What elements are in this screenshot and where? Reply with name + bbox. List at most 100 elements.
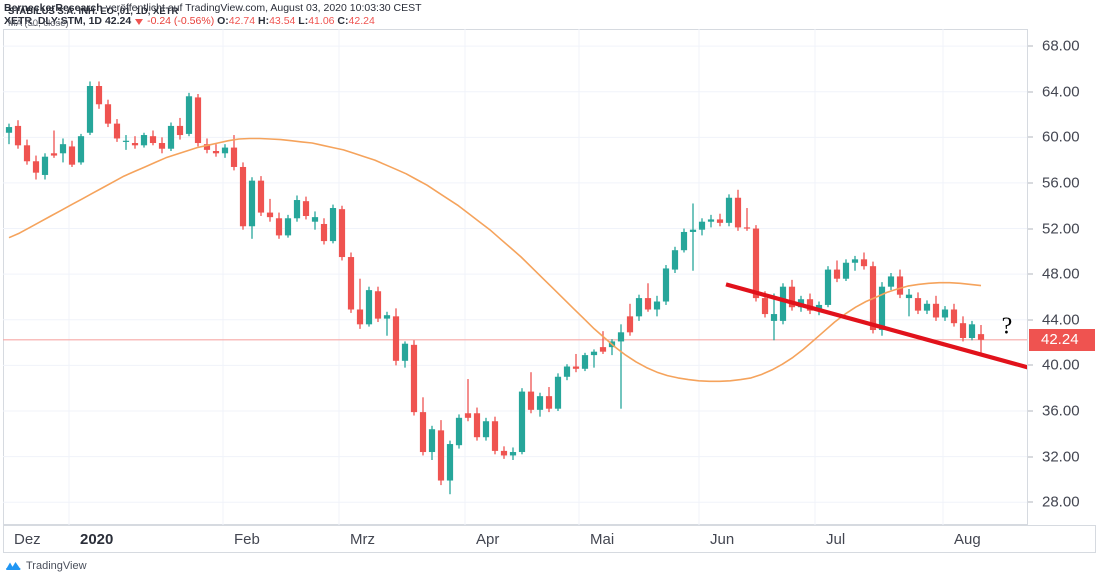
candle-body bbox=[527, 391, 535, 410]
candle-body bbox=[968, 324, 976, 339]
candle-body bbox=[851, 259, 859, 263]
candle-body bbox=[248, 180, 256, 227]
time-axis[interactable]: Dez 2020 Feb Mrz Apr Mai Jun Jul Aug bbox=[3, 525, 1096, 553]
candle-body bbox=[311, 217, 319, 222]
price-axis[interactable]: 68.00 64.00 60.00 56.00 52.00 48.00 44.00 40.00… bbox=[1027, 29, 1096, 525]
candle-body bbox=[95, 86, 103, 105]
candle bbox=[383, 311, 391, 336]
tradingview-attribution[interactable]: TradingView bbox=[6, 557, 87, 575]
price-axis-tick bbox=[1028, 273, 1033, 275]
published-text: veröffentlicht auf TradingView.com, Augu… bbox=[105, 2, 422, 14]
candle-body bbox=[941, 309, 949, 318]
candle bbox=[419, 397, 427, 456]
candle bbox=[806, 293, 814, 315]
candle bbox=[455, 414, 463, 449]
candle bbox=[707, 214, 715, 228]
candle bbox=[932, 295, 940, 321]
candle bbox=[320, 218, 328, 245]
legend-instrument[interactable]: STABILUS S.A. INH. EO-,01, 1D, XETR bbox=[8, 6, 179, 17]
candle-body bbox=[257, 180, 265, 213]
candle-body bbox=[113, 123, 121, 139]
candle-body bbox=[896, 276, 904, 295]
candle bbox=[86, 81, 94, 136]
candle-body bbox=[149, 136, 157, 144]
candle-body bbox=[239, 166, 247, 227]
candle bbox=[140, 132, 148, 148]
chart-legend: STABILUS S.A. INH. EO-,01, 1D, XETR MA (… bbox=[8, 6, 178, 30]
time-axis-label: Apr bbox=[476, 531, 500, 548]
candle-body bbox=[176, 125, 184, 136]
candle bbox=[842, 259, 850, 281]
candle-body bbox=[437, 430, 445, 481]
candle-body bbox=[167, 125, 175, 149]
candle bbox=[158, 137, 166, 154]
candle-body bbox=[581, 355, 589, 369]
price-axis-label: 44.00 bbox=[1042, 311, 1080, 329]
price-axis-label: 64.00 bbox=[1042, 83, 1080, 101]
candle-body bbox=[491, 421, 499, 451]
candle-body bbox=[617, 332, 625, 342]
candle-body bbox=[221, 147, 229, 154]
candle bbox=[473, 407, 481, 441]
candle-body bbox=[347, 257, 355, 310]
candle bbox=[689, 203, 697, 271]
candle bbox=[950, 303, 958, 327]
candle bbox=[32, 155, 40, 180]
candle-body bbox=[599, 347, 607, 352]
candle bbox=[68, 140, 76, 167]
candle bbox=[266, 198, 274, 222]
close-value: 42.24 bbox=[348, 15, 375, 27]
candle-body bbox=[536, 396, 544, 410]
symbol-quote-line: XETR_DLY:STM, 1D 42.24 -0.24 (-0.56%) O:… bbox=[4, 15, 375, 28]
candle bbox=[365, 286, 373, 327]
candle-body bbox=[464, 413, 472, 418]
candle-body bbox=[329, 208, 337, 242]
candle bbox=[212, 144, 220, 157]
candle bbox=[500, 446, 508, 459]
candle bbox=[221, 144, 229, 158]
candle bbox=[554, 373, 562, 411]
candle bbox=[581, 352, 589, 372]
candle bbox=[896, 269, 904, 299]
price-axis-tick bbox=[1028, 410, 1033, 412]
candle bbox=[662, 265, 670, 305]
candle bbox=[428, 425, 436, 461]
candle bbox=[635, 294, 643, 321]
time-axis-label: Feb bbox=[234, 531, 260, 548]
question-mark-annotation[interactable]: ? bbox=[1002, 313, 1013, 339]
candle bbox=[230, 135, 238, 171]
price-axis-tick bbox=[1028, 456, 1033, 458]
candle-body bbox=[68, 146, 76, 165]
candle-body bbox=[572, 366, 580, 369]
candle bbox=[149, 130, 157, 146]
candle-body bbox=[770, 314, 778, 321]
low-label: L: bbox=[298, 15, 309, 27]
candle-body bbox=[32, 161, 40, 173]
candle bbox=[617, 324, 625, 409]
price-axis-tick bbox=[1028, 364, 1033, 366]
time-axis-label: Mai bbox=[590, 531, 615, 548]
price-axis-label: 52.00 bbox=[1042, 220, 1080, 238]
candle-body bbox=[950, 309, 958, 324]
candle-body bbox=[293, 200, 301, 219]
candle-body bbox=[59, 144, 67, 154]
candle bbox=[734, 189, 742, 231]
candle-body bbox=[509, 452, 517, 456]
candle bbox=[833, 260, 841, 283]
symbol-ticker[interactable]: XETR_DLY:STM, 1D bbox=[4, 15, 103, 27]
legend-indicator[interactable]: MA (50, close) bbox=[8, 18, 69, 29]
candle bbox=[770, 293, 778, 341]
candle bbox=[284, 214, 292, 238]
candle-body bbox=[806, 299, 814, 311]
price-axis-tick bbox=[1028, 228, 1033, 230]
candle-body bbox=[275, 218, 283, 236]
candle-body bbox=[5, 127, 13, 133]
chart-plot-area[interactable]: ? bbox=[3, 29, 1027, 525]
tradingview-brand-label: TradingView bbox=[26, 560, 87, 572]
candle-body bbox=[50, 153, 58, 156]
downtrend-line[interactable] bbox=[725, 282, 1027, 370]
candle bbox=[590, 349, 598, 368]
candle-body bbox=[977, 334, 985, 340]
candle-body bbox=[833, 269, 841, 279]
candle-body bbox=[824, 269, 832, 305]
